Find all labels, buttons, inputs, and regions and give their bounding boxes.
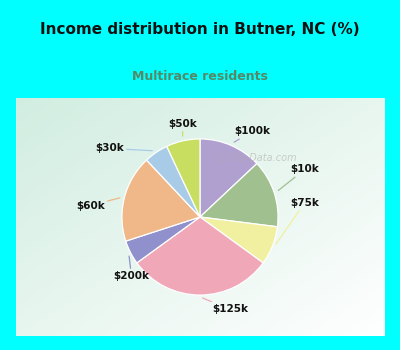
Text: Ⓡ City-Data.com: Ⓡ City-Data.com (218, 153, 296, 163)
Text: $75k: $75k (276, 198, 319, 244)
Text: $60k: $60k (76, 198, 120, 211)
Text: $125k: $125k (202, 298, 248, 314)
Text: Income distribution in Butner, NC (%): Income distribution in Butner, NC (%) (40, 22, 360, 37)
Text: $200k: $200k (114, 256, 150, 281)
Wedge shape (200, 139, 257, 217)
Text: Multirace residents: Multirace residents (132, 70, 268, 83)
Text: $10k: $10k (278, 164, 319, 190)
Text: $100k: $100k (234, 126, 270, 142)
Wedge shape (122, 160, 200, 241)
Text: $30k: $30k (95, 144, 152, 153)
Wedge shape (126, 217, 200, 263)
Text: $50k: $50k (168, 119, 197, 136)
Wedge shape (146, 146, 200, 217)
Wedge shape (137, 217, 263, 295)
Wedge shape (200, 217, 278, 263)
Wedge shape (167, 139, 200, 217)
Wedge shape (200, 163, 278, 227)
